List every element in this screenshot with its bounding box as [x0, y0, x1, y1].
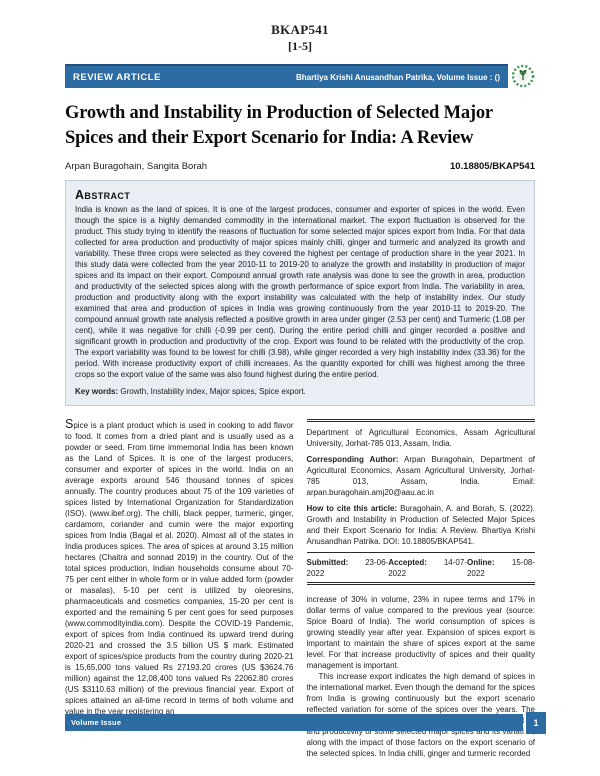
body-paragraph-continuation: increase of 30% in volume, 23% in rupee … — [306, 595, 536, 670]
accepted-date: Accepted: 14-07-2022 — [388, 557, 467, 579]
abstract-box: Abstract India is known as the land of s… — [65, 180, 535, 406]
page-range: [1-5] — [288, 39, 312, 53]
corresponding-author: Corresponding Author: Arpan Buragohain, … — [307, 454, 536, 498]
authors: Arpan Buragohain, Sangita Borah — [65, 161, 208, 172]
affiliation: Department of Agricultural Economics, As… — [306, 428, 536, 448]
online-value: 15-08-2022 — [466, 558, 535, 578]
journal-logo-icon — [511, 64, 535, 88]
lead-capital: S — [65, 417, 74, 431]
how-to-cite-label: How to cite this article: — [306, 504, 398, 513]
corresponding-author-label: Corresponding Author: — [306, 455, 399, 464]
how-to-cite: How to cite this article: Buragohain, A.… — [307, 503, 536, 547]
keywords-line: Key words: Growth, Instability index, Ma… — [75, 386, 525, 397]
masthead: BKAP541 [1-5] — [65, 0, 535, 54]
how-to-cite-text: Buragohain, A. and Borah, S. (2022). Gro… — [306, 504, 536, 546]
accepted-label: Accepted: — [388, 558, 427, 567]
article-title: Growth and Instability in Production of … — [65, 103, 493, 148]
submitted-value: 23-06-2022 — [306, 558, 389, 578]
doi: 10.18805/BKAP541 — [449, 161, 535, 172]
rule-below-dates — [306, 582, 535, 585]
intro-paragraph: Spice is a plant product which is used i… — [65, 417, 294, 717]
abstract-heading: Abstract — [75, 188, 131, 202]
left-column: Spice is a plant product which is used i… — [65, 417, 294, 759]
accepted-value: 14-07-2022 — [388, 558, 467, 578]
body-columns: Spice is a plant product which is used i… — [65, 417, 536, 759]
dates-row: Submitted: 23-06-2022 Accepted: 14-07-20… — [307, 557, 536, 579]
corresponding-author-text: Arpan Buragohain, Department of Agricult… — [306, 455, 536, 497]
keywords-text: Growth, Instability index, Major spices,… — [120, 387, 306, 396]
article-code: BKAP541 — [271, 22, 329, 37]
rule-top — [306, 419, 535, 422]
online-label: Online: — [466, 558, 495, 567]
rule-above-dates — [306, 552, 535, 553]
submitted-label: Submitted: — [306, 558, 349, 567]
article-type-label: REVIEW ARTICLE — [73, 71, 161, 83]
byline: Arpan Buragohain, Sangita Borah 10.18805… — [65, 161, 535, 172]
online-date: Online: 15-08-2022 — [467, 557, 535, 579]
footer-volume-label: Volume Issue — [71, 718, 122, 727]
right-column: Department of Agricultural Economics, As… — [306, 419, 536, 759]
header-row: REVIEW ARTICLE Bhartiya Krishi Anusandha… — [65, 64, 535, 88]
header-bar: REVIEW ARTICLE Bhartiya Krishi Anusandha… — [65, 64, 508, 88]
keywords-label: Key words: — [75, 387, 119, 396]
abstract-text: India is known as the land of spices. It… — [75, 205, 525, 379]
article-info-block: Department of Agricultural Economics, As… — [307, 427, 536, 547]
submitted-date: Submitted: 23-06-2022 — [307, 557, 389, 579]
footer-bar: Volume Issue — [65, 714, 523, 731]
journal-info: Bhartiya Krishi Anusandhan Patrika, Volu… — [295, 72, 500, 82]
page-number-badge: 1 — [524, 712, 546, 734]
intro-paragraph-text: pice is a plant product which is used in… — [65, 421, 294, 716]
